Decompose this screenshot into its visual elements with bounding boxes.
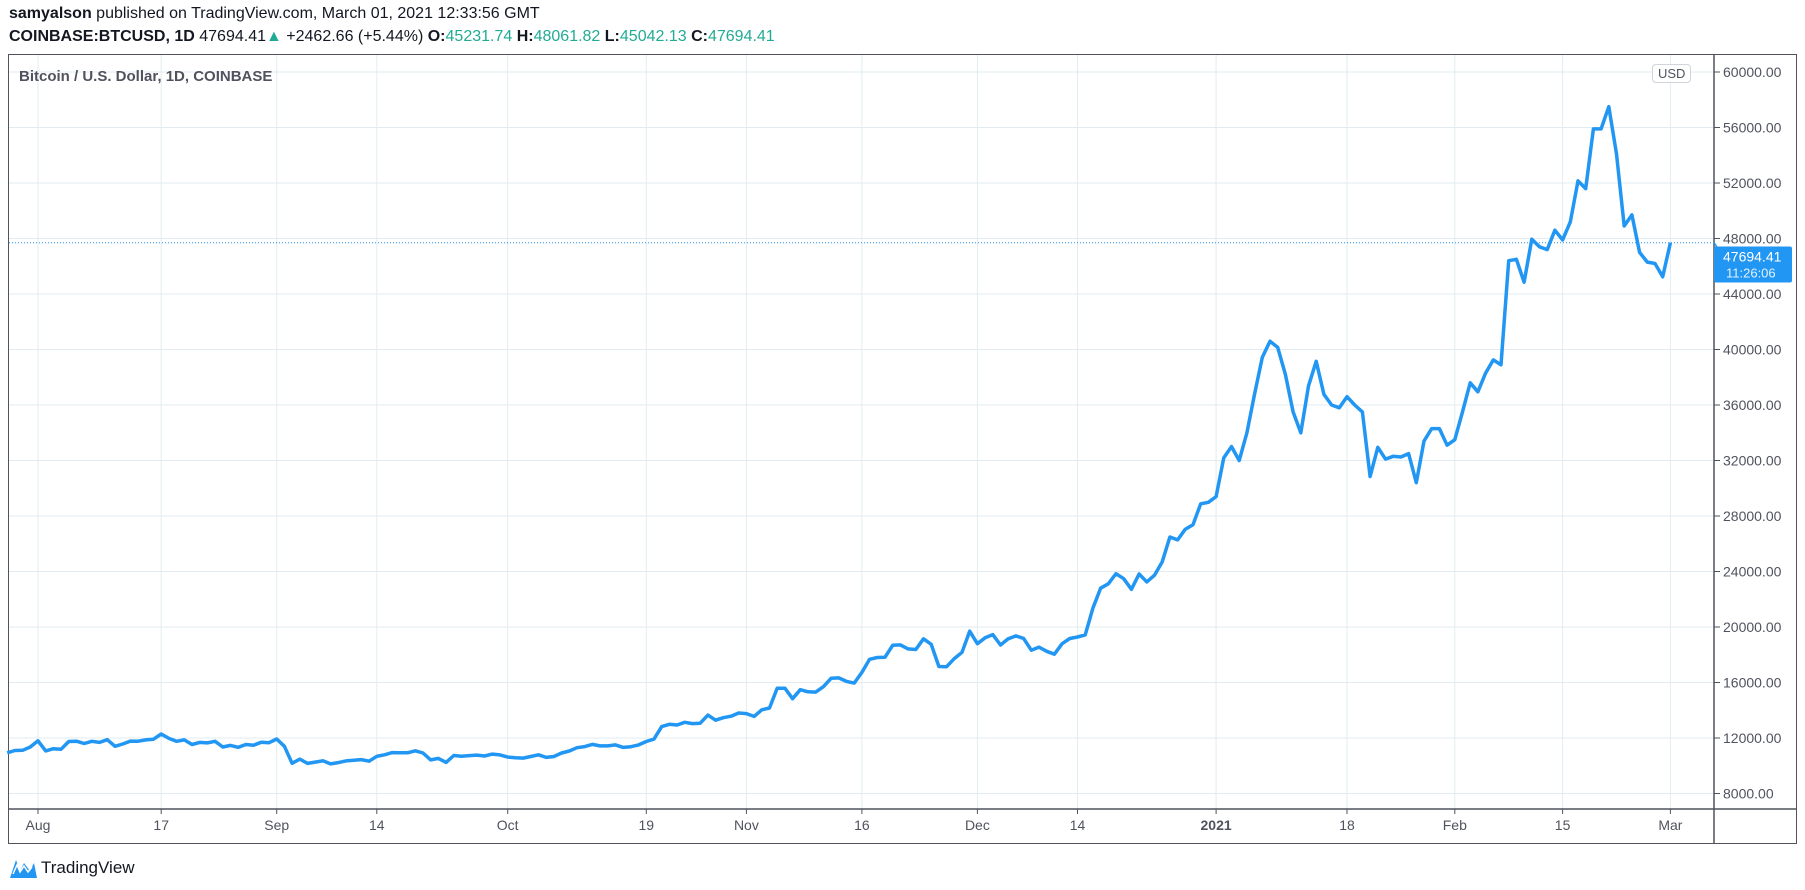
ohlc-bar: COINBASE:BTCUSD, 1D 47694.41▲ +2462.66 (… [9, 28, 775, 46]
price-change: +2462.66 (+5.44%) [286, 28, 424, 45]
tradingview-footer[interactable]: TradingView [8, 857, 135, 879]
y-tick-label: 8000.00 [1723, 786, 1774, 802]
last-price: 47694.41 [199, 28, 266, 45]
tradingview-logo-icon [10, 860, 37, 878]
symbol-label: COINBASE:BTCUSD, 1D [9, 28, 195, 45]
publish-info: samyalson published on TradingView.com, … [9, 5, 540, 23]
y-tick-label: 52000.00 [1723, 175, 1782, 191]
y-tick-label: 36000.00 [1723, 397, 1782, 413]
y-tick-label: 20000.00 [1723, 619, 1782, 635]
publish-text: published on TradingView.com, March 01, … [96, 5, 540, 22]
y-tick-label: 16000.00 [1723, 675, 1782, 691]
y-tick-label: 28000.00 [1723, 508, 1782, 524]
price-line [6, 104, 1673, 766]
x-tick-label: 14 [1070, 817, 1086, 833]
y-tick-label: 40000.00 [1723, 342, 1782, 358]
x-tick-label: 19 [639, 817, 655, 833]
x-tick-label: 2021 [1201, 817, 1232, 833]
x-tick-label: Aug [26, 817, 51, 833]
author-name[interactable]: samyalson [9, 5, 92, 22]
y-tick-label: 56000.00 [1723, 120, 1782, 136]
open-label: O: [427, 28, 446, 45]
y-tick-label: 32000.00 [1723, 453, 1782, 469]
chart-frame [8, 54, 1797, 844]
currency-button[interactable]: USD [1652, 64, 1692, 83]
x-tick-label: 18 [1339, 817, 1355, 833]
x-tick-label: Dec [965, 817, 990, 833]
open-value: 45231.74 [445, 28, 513, 45]
x-tick-label: Oct [497, 817, 519, 833]
y-tick-label: 60000.00 [1723, 64, 1782, 80]
high-value: 48061.82 [533, 28, 601, 45]
y-tick-label: 12000.00 [1723, 730, 1782, 746]
x-tick-label: 17 [153, 817, 169, 833]
y-tick-label: 24000.00 [1723, 564, 1782, 580]
countdown-label: 11:26:06 [1726, 266, 1776, 281]
low-value: 45042.13 [619, 28, 687, 45]
x-tick-label: Mar [1658, 817, 1682, 833]
close-value: 47694.41 [707, 28, 775, 45]
x-tick-label: Feb [1443, 817, 1467, 833]
x-tick-label: Nov [734, 817, 759, 833]
last-price-badge [1714, 246, 1792, 283]
high-label: H: [516, 28, 534, 45]
x-tick-label: 15 [1555, 817, 1571, 833]
close-label: C: [691, 28, 708, 45]
y-tick-label: 44000.00 [1723, 286, 1782, 302]
y-tick-label: 48000.00 [1723, 231, 1782, 247]
chart-legend: Bitcoin / U.S. Dollar, 1D, COINBASE [19, 68, 273, 85]
triangle-up-icon: ▲ [265, 28, 282, 45]
last-price-label: 47694.41 [1723, 249, 1782, 265]
x-tick-label: 14 [369, 817, 385, 833]
brand-name: TradingView [41, 858, 135, 877]
x-tick-label: Sep [264, 817, 289, 833]
x-tick-label: 16 [854, 817, 870, 833]
low-label: L: [604, 28, 620, 45]
